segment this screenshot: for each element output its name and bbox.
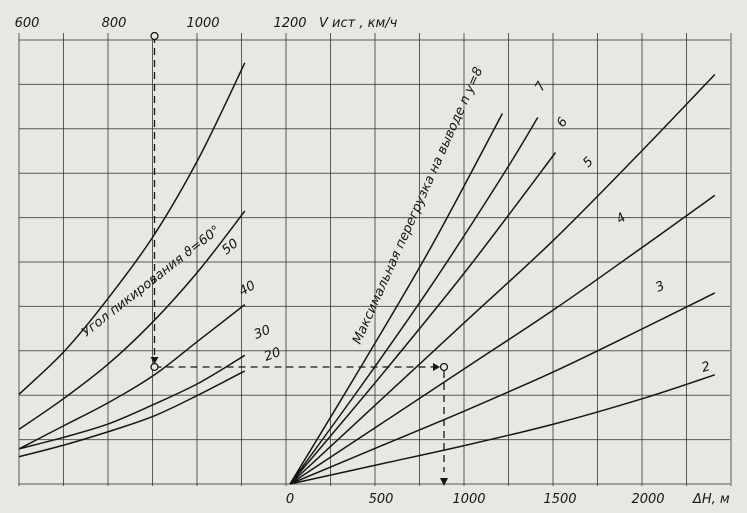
top-tick-label: 1200 [273,16,306,31]
bottom-tick-label: 1000 [452,492,485,507]
dive-angle-curve-30 [18,354,246,450]
curve-label-6: 6 [554,115,571,131]
dive-angle-curve-60 [18,62,246,395]
example-arrow-right [432,363,440,371]
curve-label-40: 40 [237,278,259,299]
overload-curve-8 [289,113,504,485]
left-curve-labels: 50 40 30 20 [219,236,283,365]
top-tick-label: 600 [15,16,40,31]
bottom-tick-label: 0 [286,492,294,507]
dive-angle-curve-20 [18,370,246,458]
curve-label-2: 2 [700,359,712,376]
curve-label-3: 3 [653,279,667,296]
chart-grid [18,33,732,486]
top-tick-label: 800 [102,16,127,31]
bottom-tick-label: 500 [369,492,394,507]
overload-curve-7 [289,117,539,485]
overload-curve-2 [289,374,716,485]
dive-angle-curve-40 [18,304,246,450]
overload-curve-6 [289,152,557,485]
bottom-tick-label: 1500 [543,492,576,507]
bottom-axis-ticks: 0 500 1000 1500 2000 [286,492,665,507]
bottom-axis-title: ΔH, м [692,492,730,507]
overload-curve-3 [289,292,716,485]
example-point-start [150,31,159,41]
chart-overlay [150,31,449,486]
curve-label-7: 7 [532,79,549,94]
overload-curve-5 [289,73,716,485]
bottom-tick-label: 2000 [631,492,664,507]
example-point-left [150,362,159,372]
curve-label-5: 5 [580,154,596,170]
top-axis-ticks: 600 800 1000 1200 [15,16,307,31]
example-point-right [439,362,449,372]
right-curve-labels: 7 6 5 4 3 2 [532,79,712,376]
dive-angle-curve-50 [18,210,246,431]
chart-curves [18,62,716,485]
example-arrow-down-right [439,478,448,486]
top-tick-label: 1000 [186,16,219,31]
curve-label-4: 4 [614,210,629,227]
top-axis-title: V ист , км/ч [319,16,398,31]
curve-label-30: 30 [252,323,273,343]
curve-label-20: 20 [262,345,283,365]
example-arrow-down-left [150,357,159,364]
overload-curve-4 [289,194,716,485]
